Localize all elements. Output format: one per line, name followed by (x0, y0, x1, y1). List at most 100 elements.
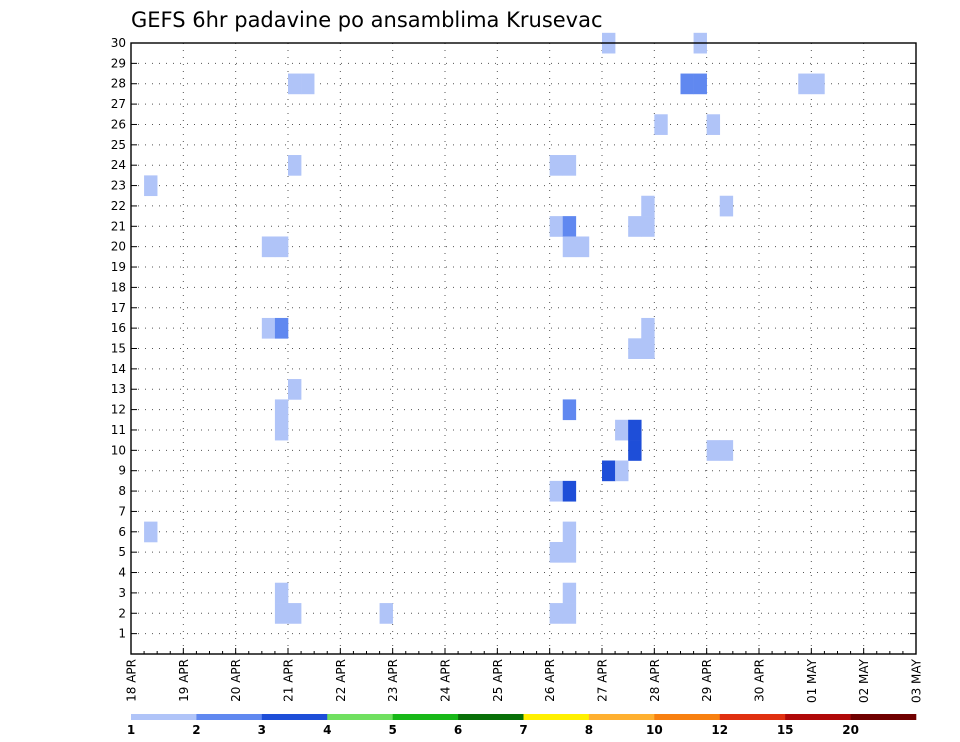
cell-m28-s51 (798, 73, 812, 95)
y-tick-label-14: 14 (111, 362, 126, 376)
y-tick-label-9: 9 (118, 464, 126, 478)
legend-label-3: 3 (258, 723, 266, 737)
cell-m20-s11 (274, 236, 289, 258)
cell-m2-s11 (274, 603, 289, 624)
cell-m11-s38 (628, 419, 642, 441)
cell-m3-s33 (562, 582, 577, 604)
cell-m2-s12 (288, 603, 302, 624)
cell-m11-s37 (615, 419, 629, 441)
cell-m5-s33 (562, 541, 577, 563)
y-tick-label-21: 21 (111, 219, 126, 233)
cell-m15-s38 (628, 338, 642, 359)
x-tick-label-13: 01 MAY (805, 658, 819, 703)
y-axis: 1234567891011121314151617181920212223242… (111, 36, 916, 641)
y-tick-label-1: 1 (118, 627, 126, 641)
cell-m24-s12 (288, 155, 302, 176)
legend-swatch-0 (131, 714, 197, 720)
legend-label-15: 15 (777, 723, 794, 737)
y-tick-label-18: 18 (111, 280, 126, 294)
y-tick-label-23: 23 (111, 179, 126, 193)
legend-label-5: 5 (388, 723, 396, 737)
cell-m10-s44 (706, 440, 721, 461)
y-tick-label-26: 26 (111, 117, 126, 131)
cell-m26-s40 (654, 114, 668, 135)
legend-swatch-10 (785, 714, 851, 720)
cell-m15-s39 (641, 338, 655, 359)
cell-m20-s10 (261, 236, 276, 258)
y-tick-label-2: 2 (118, 606, 126, 620)
legend-label-8: 8 (585, 723, 593, 737)
x-tick-label-8: 26 APR (543, 659, 557, 702)
legend-label-6: 6 (454, 723, 462, 737)
y-tick-label-25: 25 (111, 138, 126, 152)
y-tick-label-7: 7 (118, 504, 126, 518)
legend-swatch-9 (719, 714, 786, 720)
legend-swatch-5 (458, 714, 524, 720)
cell-m24-s33 (562, 155, 577, 176)
legend-swatch-2 (261, 714, 328, 720)
y-tick-label-16: 16 (111, 321, 126, 335)
cell-m26-s44 (706, 114, 721, 135)
cell-m16-s11 (274, 317, 289, 339)
y-tick-label-4: 4 (118, 566, 126, 580)
y-tick-label-3: 3 (118, 586, 126, 600)
legend-swatch-1 (196, 714, 263, 720)
y-tick-label-29: 29 (111, 56, 126, 70)
cell-m28-s43 (693, 73, 707, 95)
x-tick-label-4: 22 APR (334, 659, 348, 702)
cell-m10-s45 (719, 440, 734, 461)
x-tick-label-3: 21 APR (282, 659, 296, 702)
y-tick-label-6: 6 (118, 525, 126, 539)
cell-m8-s32 (549, 480, 564, 502)
y-tick-label-19: 19 (111, 260, 126, 274)
x-tick-label-11: 29 APR (700, 659, 714, 702)
cell-m24-s32 (549, 155, 564, 176)
x-tick-label-2: 20 APR (229, 659, 243, 702)
cell-m20-s34 (575, 236, 590, 258)
legend-label-12: 12 (711, 723, 728, 737)
x-tick-label-5: 23 APR (386, 659, 400, 702)
x-tick-label-7: 25 APR (491, 659, 505, 702)
cell-m11-s11 (274, 419, 289, 441)
x-tick-label-0: 18 APR (125, 659, 139, 702)
x-tick-label-14: 02 MAY (857, 658, 871, 703)
y-tick-label-28: 28 (111, 77, 126, 91)
cell-m12-s33 (562, 399, 577, 421)
y-tick-label-27: 27 (111, 97, 126, 111)
cell-m21-s38 (628, 216, 642, 237)
legend-label-4: 4 (323, 723, 331, 737)
cell-m23-s1 (144, 175, 158, 197)
cell-m2-s33 (562, 603, 577, 624)
legend-swatch-6 (523, 714, 590, 720)
cell-m5-s32 (549, 541, 564, 563)
cell-m21-s39 (641, 216, 655, 237)
y-tick-label-20: 20 (111, 240, 126, 254)
legend-swatch-4 (392, 714, 459, 720)
y-tick-label-8: 8 (118, 484, 126, 498)
cell-m2-s32 (549, 603, 564, 624)
dotted-grid (130, 42, 917, 654)
cell-m9-s37 (615, 460, 629, 482)
cell-m8-s33 (562, 480, 577, 502)
y-tick-label-5: 5 (118, 545, 126, 559)
y-tick-label-22: 22 (111, 199, 126, 213)
legend-label-1: 1 (127, 723, 135, 737)
cell-m21-s33 (562, 216, 577, 237)
legend-label-7: 7 (519, 723, 527, 737)
cell-m16-s10 (261, 317, 276, 339)
y-tick-label-10: 10 (111, 443, 126, 457)
cell-m3-s11 (274, 582, 289, 604)
x-tick-label-10: 28 APR (648, 659, 662, 702)
cell-m22-s45 (719, 195, 734, 217)
cell-m28-s42 (680, 73, 694, 95)
cell-m28-s13 (301, 73, 315, 95)
cell-m20-s33 (562, 236, 577, 258)
cell-m6-s33 (562, 521, 577, 543)
legend-swatch-7 (588, 714, 655, 720)
cell-m10-s38 (628, 440, 642, 461)
y-tick-label-13: 13 (111, 382, 126, 396)
cell-m28-s12 (288, 73, 302, 95)
y-tick-label-17: 17 (111, 301, 126, 315)
legend-swatch-3 (327, 714, 393, 720)
y-tick-label-24: 24 (111, 158, 126, 172)
